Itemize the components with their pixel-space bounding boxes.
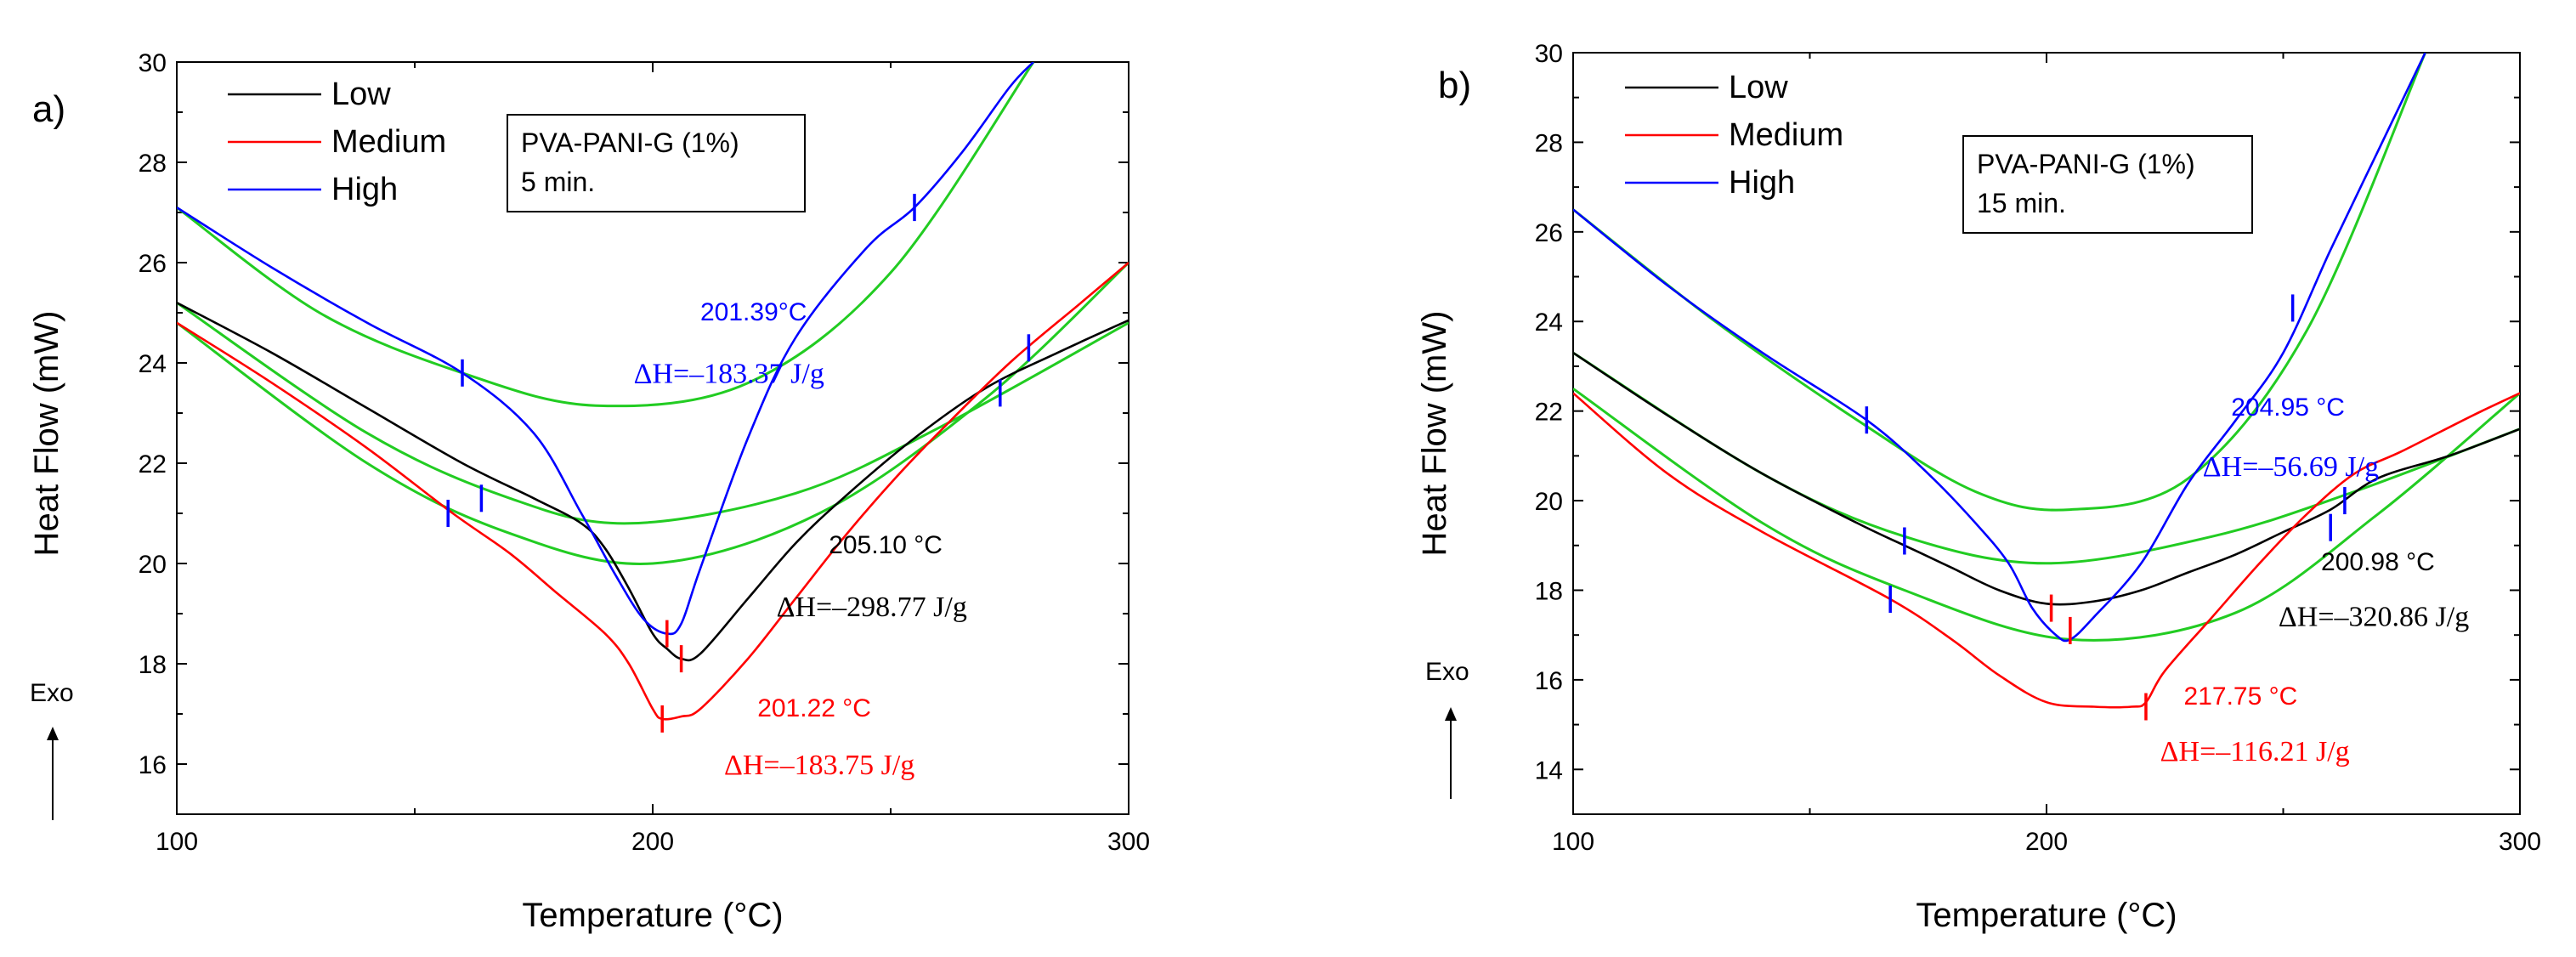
legend-label: High — [1729, 165, 1795, 201]
sample-info-border — [507, 114, 806, 212]
exo-label: Exo — [30, 679, 74, 707]
annotation-label: 200.98 °C — [2321, 548, 2435, 576]
annotation-label: 204.95 °C — [2231, 394, 2345, 422]
y-axis-label: Heat Flow (mW) — [28, 311, 65, 557]
legend-label: Medium — [1729, 117, 1843, 153]
y-tick-label: 14 — [1535, 756, 1563, 784]
annotation-label: ΔH=–298.77 J/g — [777, 592, 967, 623]
y-tick-label: 30 — [139, 49, 167, 77]
y-tick-label: 22 — [139, 450, 167, 478]
series-low-line — [177, 302, 1129, 662]
y-tick-label: 26 — [139, 250, 167, 278]
sample-info-box: PVA-PANI-G (1%) 5 min. — [507, 114, 806, 212]
x-tick-label: 200 — [631, 828, 674, 856]
exo-arrow-head-icon — [1445, 707, 1457, 721]
curves — [177, 62, 1129, 721]
sample-info-line: PVA-PANI-G (1%) — [1977, 149, 2195, 179]
panel-a: 100 200 300 16 18 20 22 24 26 28 30 Temperature (°C… — [28, 49, 1150, 934]
x-axis-label: Temperature (°C) — [1916, 897, 2177, 934]
legend: Low Medium High — [228, 76, 446, 207]
exo-arrow-head-icon — [47, 727, 59, 740]
baseline-3 — [177, 261, 1129, 565]
sample-info-border — [1962, 135, 2253, 234]
baseline-1 — [177, 62, 1035, 408]
baseline-2 — [177, 301, 1129, 525]
sample-info-line: PVA-PANI-G (1%) — [521, 127, 739, 158]
x-tick-label: 200 — [2025, 828, 2068, 856]
y-tick-label: 28 — [1535, 129, 1563, 157]
annotation-label: 201.22 °C — [757, 694, 871, 722]
exo-label: Exo — [1425, 658, 1469, 686]
y-tick-label: 16 — [1535, 667, 1563, 695]
x-tick-label: 100 — [1552, 828, 1594, 856]
annotation-label: 217.75 °C — [2184, 682, 2298, 711]
annotation-label: ΔH=–183.37 J/g — [634, 359, 824, 390]
y-tick-label: 24 — [139, 350, 167, 378]
legend-label: High — [331, 172, 398, 207]
y-tick-label: 18 — [1535, 577, 1563, 605]
panel-label: a) — [32, 88, 65, 130]
y-tick-label: 28 — [139, 150, 167, 178]
y-tick-label: 22 — [1535, 399, 1563, 427]
annotation-label: 201.39°C — [700, 298, 807, 326]
y-tick-label: 18 — [139, 651, 167, 679]
sample-info-box: PVA-PANI-G (1%) 15 min. — [1962, 135, 2253, 234]
y-tick-label: 24 — [1535, 309, 1563, 337]
x-tick-label: 300 — [2499, 828, 2541, 856]
panel-label: b) — [1438, 65, 1471, 106]
sample-info-line: 5 min. — [521, 167, 595, 197]
curves — [1573, 53, 2520, 709]
y-tick-label: 20 — [1535, 488, 1563, 516]
sample-info-line: 15 min. — [1977, 188, 2066, 218]
legend-label: Low — [1729, 70, 1788, 105]
annotation-label: ΔH=–116.21 J/g — [2160, 736, 2350, 767]
annotation-label: ΔH=–56.69 J/g — [2203, 451, 2379, 483]
legend: Low Medium High — [1625, 70, 1843, 201]
legend-label: Medium — [331, 124, 446, 160]
series-high-line — [1573, 53, 2426, 643]
annotation-label: 205.10 °C — [829, 531, 943, 559]
y-tick-label: 20 — [139, 551, 167, 579]
baseline-1 — [1573, 53, 2426, 512]
y-tick-label: 30 — [1535, 40, 1563, 68]
x-tick-label: 300 — [1107, 828, 1150, 856]
annotation-label: ΔH=–320.86 J/g — [2279, 602, 2469, 633]
series-medium-line — [177, 262, 1129, 721]
x-tick-label: 100 — [156, 828, 198, 856]
legend-label: Low — [331, 76, 391, 112]
y-tick-label: 26 — [1535, 219, 1563, 247]
annotation-label: ΔH=–183.75 J/g — [724, 750, 914, 781]
panel-b: 100 200 300 14 16 18 20 22 24 26 28 30 Temperature (… — [1416, 40, 2541, 934]
series-low-line — [1573, 352, 2520, 606]
y-axis-label: Heat Flow (mW) — [1416, 311, 1453, 557]
x-axis-label: Temperature (°C) — [522, 897, 783, 934]
series-medium-line — [1573, 392, 2520, 709]
y-tick-label: 16 — [139, 751, 167, 779]
